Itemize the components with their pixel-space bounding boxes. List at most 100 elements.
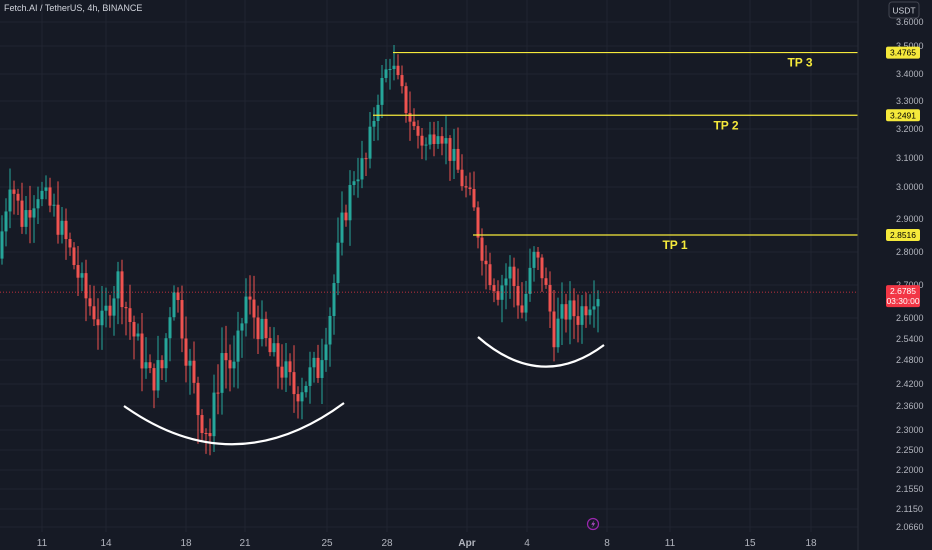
- y-tick-label: 2.1550: [896, 484, 924, 494]
- y-axis: 3.6000 3.5000 3.4000 3.3000 3.2000 3.1000 3.00…: [896, 17, 924, 532]
- candle: [272, 327, 276, 357]
- candle: [520, 282, 524, 319]
- lightning-icon[interactable]: [586, 517, 600, 531]
- current-price-countdown: 03:30:00: [886, 296, 919, 306]
- candle: [0, 215, 4, 265]
- candle: [292, 345, 296, 413]
- candle: [364, 152, 368, 176]
- candle: [416, 120, 420, 149]
- right-bottom-arc: [477, 336, 605, 368]
- candle: [420, 127, 424, 160]
- tp-label: TP 3: [787, 56, 812, 70]
- y-tick-label: 3.0000: [896, 182, 924, 192]
- y-tick-label: 2.2500: [896, 445, 924, 455]
- candle: [144, 337, 148, 379]
- usdt-button[interactable]: USDT: [888, 1, 920, 19]
- x-tick-label: 15: [744, 538, 756, 549]
- y-tick-label: 2.3600: [896, 401, 924, 411]
- candle: [28, 185, 32, 244]
- candle: [564, 293, 568, 333]
- x-tick-label: 18: [805, 538, 817, 549]
- svg-text:2.8516: 2.8516: [890, 230, 916, 240]
- candle: [472, 171, 476, 211]
- current-price-value: 2.6785: [890, 286, 916, 296]
- candle: [20, 182, 24, 234]
- candle: [568, 281, 572, 345]
- candle: [476, 201, 480, 249]
- candle: [412, 108, 416, 130]
- candle: [120, 259, 124, 325]
- candle: [556, 297, 560, 353]
- candle: [112, 286, 116, 336]
- candle: [528, 248, 532, 302]
- candle: [308, 351, 312, 404]
- candle: [152, 363, 156, 409]
- candle: [256, 305, 260, 355]
- candle: [60, 206, 64, 244]
- candle: [76, 245, 80, 296]
- candle: [296, 386, 300, 419]
- candle: [304, 381, 308, 398]
- x-tick-label: 11: [37, 538, 48, 549]
- candle: [340, 191, 344, 256]
- candle: [32, 195, 36, 243]
- candle: [208, 418, 212, 456]
- candle: [52, 193, 56, 217]
- candle: [196, 376, 200, 444]
- candle: [456, 127, 460, 173]
- x-tick-label: 25: [321, 538, 333, 549]
- candle: [68, 232, 72, 256]
- candle: [576, 294, 580, 343]
- candle: [440, 127, 444, 156]
- candle: [548, 271, 552, 329]
- candle: [140, 312, 144, 392]
- candle: [184, 316, 188, 383]
- candle: [372, 107, 376, 142]
- candle: [248, 275, 252, 315]
- svg-text:3.4765: 3.4765: [890, 48, 916, 58]
- candle: [584, 292, 588, 328]
- candle: [380, 65, 384, 119]
- x-tick-label: 28: [381, 538, 393, 549]
- y-tick-label: 3.4000: [896, 69, 924, 79]
- candle: [180, 285, 184, 353]
- candle: [336, 217, 340, 296]
- candle: [512, 257, 516, 308]
- pattern-arcs: [123, 336, 605, 446]
- candle: [216, 364, 220, 415]
- candle: [264, 311, 268, 347]
- y-tick-label: 2.4800: [896, 355, 924, 365]
- candle: [524, 280, 528, 322]
- candle: [588, 294, 592, 325]
- candle: [344, 204, 348, 227]
- candle: [464, 175, 468, 198]
- candle: [176, 287, 180, 313]
- candle: [132, 315, 136, 360]
- candle: [460, 154, 464, 191]
- y-tick-label: 3.1000: [896, 153, 924, 163]
- candle: [532, 246, 536, 282]
- candle: [8, 168, 12, 229]
- candle: [124, 301, 128, 336]
- candle: [352, 171, 356, 196]
- candle: [36, 186, 40, 225]
- candle: [268, 326, 272, 357]
- y-tick-label: 2.8000: [896, 247, 924, 257]
- candle: [492, 278, 496, 303]
- tp-levels: TP 3 TP 2 TP 1: [373, 51, 858, 252]
- candle: [232, 335, 236, 388]
- x-tick-label: 4: [524, 538, 530, 549]
- y-tick-label: 2.9000: [896, 214, 924, 224]
- candle: [280, 344, 284, 390]
- candle: [488, 252, 492, 291]
- candle: [376, 94, 380, 141]
- candle: [452, 128, 456, 180]
- candle: [552, 290, 556, 362]
- candle: [160, 355, 164, 381]
- candle: [212, 374, 216, 452]
- candle: [328, 307, 332, 367]
- candle: [244, 278, 248, 337]
